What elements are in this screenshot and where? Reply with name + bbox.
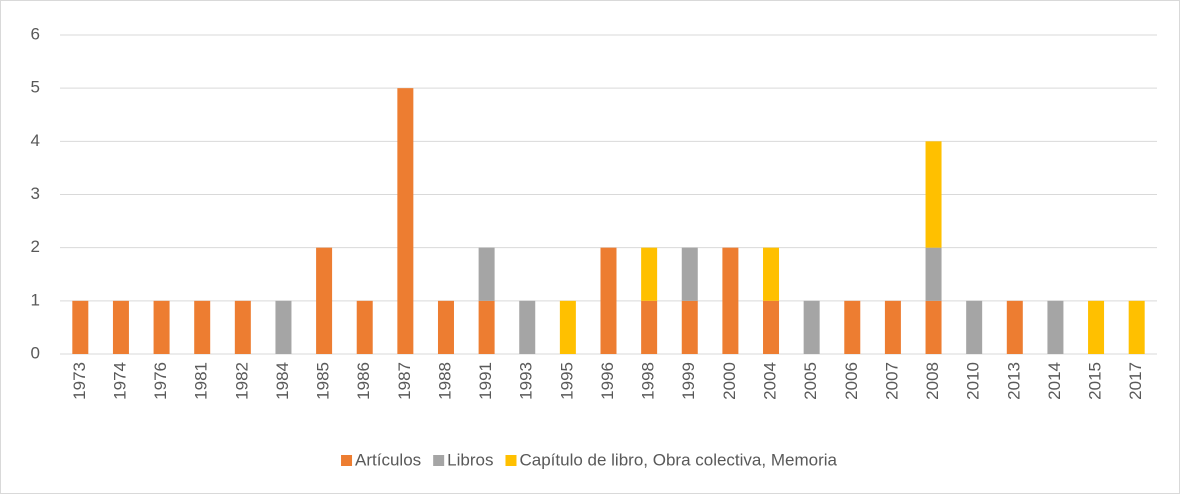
x-tick-label: 2015 — [1086, 362, 1105, 400]
x-tick-label: 2007 — [882, 362, 901, 400]
bar-segment — [72, 300, 89, 354]
x-tick-label: 1995 — [557, 362, 576, 400]
bar-segment — [925, 141, 942, 248]
bar-segment — [763, 300, 780, 354]
x-tick-label: 2013 — [1004, 362, 1023, 400]
x-tick-label: 1982 — [232, 362, 251, 400]
bar-segment — [1128, 300, 1145, 354]
x-tick-label: 1981 — [192, 362, 211, 400]
bar-segment — [844, 300, 861, 354]
x-tick-label: 1988 — [435, 362, 454, 400]
x-tick-label: 1984 — [273, 362, 292, 400]
y-tick-label: 2 — [31, 237, 40, 256]
y-tick-label: 4 — [31, 131, 40, 150]
bar-segment — [763, 247, 780, 301]
y-tick-label: 5 — [31, 78, 40, 97]
bar-segment — [681, 247, 698, 301]
legend-label: Artículos — [355, 450, 421, 469]
y-tick-label: 3 — [31, 184, 40, 203]
x-tick-label: 1998 — [639, 362, 658, 400]
x-tick-label: 1987 — [395, 362, 414, 400]
legend-swatch — [341, 455, 353, 466]
x-tick-label: 1985 — [314, 362, 333, 400]
legend-swatch — [505, 455, 517, 466]
x-tick-label: 1973 — [70, 362, 89, 400]
y-tick-label: 0 — [31, 343, 40, 362]
x-tick-label: 2014 — [1045, 362, 1064, 400]
x-tick-label: 1996 — [598, 362, 617, 400]
bar-segment — [925, 247, 942, 301]
bar-segment — [234, 300, 251, 354]
bar-segment — [884, 300, 901, 354]
x-tick-label: 2006 — [842, 362, 861, 400]
bar-segment — [1088, 300, 1105, 354]
x-tick-label: 2004 — [761, 362, 780, 400]
bar-segment — [803, 300, 820, 354]
bar-segment — [275, 300, 292, 354]
bar-segment — [681, 300, 698, 354]
x-tick-label: 1999 — [679, 362, 698, 400]
bar-segment — [112, 300, 129, 354]
x-tick-label: 2017 — [1126, 362, 1145, 400]
bar-segment — [194, 300, 211, 354]
x-tick-label: 1976 — [151, 362, 170, 400]
bar-segment — [316, 247, 333, 354]
y-tick-label: 6 — [31, 24, 40, 43]
bar-segment — [519, 300, 536, 354]
x-tick-label: 2008 — [923, 362, 942, 400]
legend-swatch — [433, 455, 445, 466]
y-tick-label: 1 — [31, 290, 40, 309]
x-tick-label: 2005 — [801, 362, 820, 400]
bar-segment — [600, 247, 617, 354]
x-tick-label: 1986 — [354, 362, 373, 400]
legend-label: Capítulo de libro, Obra colectiva, Memor… — [519, 450, 837, 469]
bar-segment — [641, 247, 658, 301]
bar-segment — [356, 300, 373, 354]
bar-segment — [478, 300, 495, 354]
bar-segment — [641, 300, 658, 354]
bar-segment — [153, 300, 170, 354]
bar-segment — [925, 300, 942, 354]
bar-segment — [1047, 300, 1064, 354]
bar-segment — [397, 88, 414, 355]
bar-segment — [437, 300, 454, 354]
x-tick-label: 1974 — [110, 362, 129, 400]
x-tick-label: 2000 — [720, 362, 739, 400]
x-tick-label: 1993 — [517, 362, 536, 400]
bar-segment — [1006, 300, 1023, 354]
bar-segment — [966, 300, 983, 354]
legend-label: Libros — [447, 450, 493, 469]
x-tick-label: 2010 — [964, 362, 983, 400]
bar-segment — [559, 300, 576, 354]
x-tick-label: 1991 — [476, 362, 495, 400]
bar-segment — [478, 247, 495, 301]
bar-segment — [722, 247, 739, 354]
